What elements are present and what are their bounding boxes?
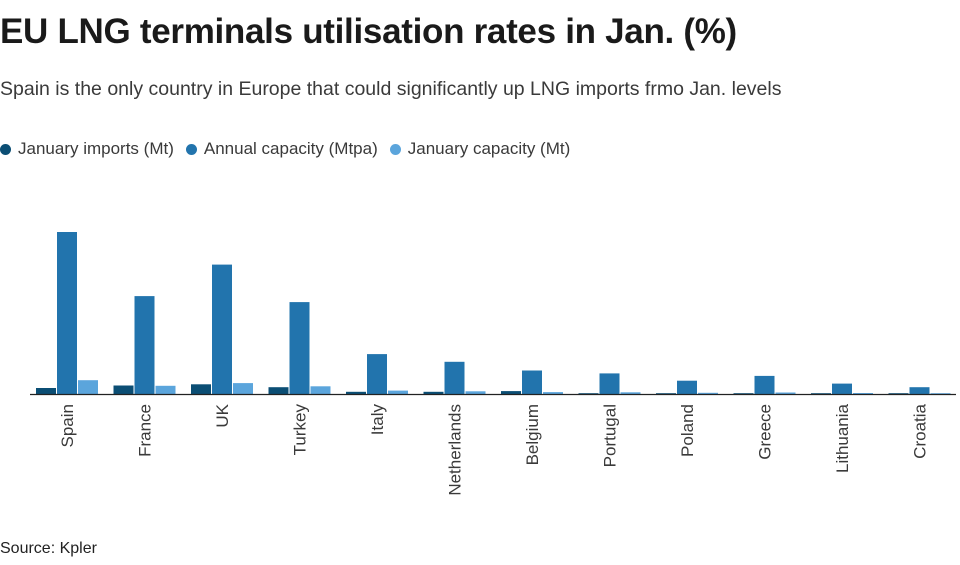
x-tick-label-netherlands: Netherlands	[446, 404, 465, 496]
bar-poland-january-imports-mt	[656, 393, 676, 394]
bar-poland-january-capacity-mt	[698, 392, 718, 394]
bar-uk-january-imports-mt	[191, 384, 211, 394]
bar-lithuania-january-imports-mt	[811, 393, 831, 394]
bars	[36, 232, 951, 394]
legend-label-january-imports: January imports (Mt)	[18, 139, 174, 158]
bar-belgium-january-capacity-mt	[543, 392, 563, 394]
bar-france-january-capacity-mt	[155, 385, 176, 394]
bar-uk-january-capacity-mt	[233, 383, 253, 394]
bar-poland-annual-capacity-mtpa	[677, 380, 697, 394]
x-tick-label-turkey: Turkey	[291, 404, 310, 456]
bar-italy-january-imports-mt	[346, 391, 366, 394]
bar-spain-january-imports-mt	[36, 388, 56, 394]
x-tick-label-italy: Italy	[368, 404, 387, 436]
bar-portugal-annual-capacity-mtpa	[599, 373, 620, 394]
x-tick-label-belgium: Belgium	[523, 404, 542, 465]
x-tick-label-poland: Poland	[678, 404, 697, 457]
bar-portugal-january-imports-mt	[578, 393, 599, 394]
bar-chart: Spain France UK Turkey Italy Netherlands Belgi…	[30, 232, 956, 496]
source-note: Source: Kpler	[0, 540, 97, 557]
bar-portugal-january-capacity-mt	[620, 392, 641, 394]
bar-belgium-annual-capacity-mtpa	[522, 370, 542, 394]
bar-lithuania-annual-capacity-mtpa	[832, 383, 852, 394]
bar-croatia-annual-capacity-mtpa	[909, 387, 930, 394]
legend-label-january-capacity: January capacity (Mt)	[407, 139, 571, 158]
chart-subtitle: Spain is the only country in Europe that…	[0, 78, 782, 100]
bar-turkey-annual-capacity-mtpa	[289, 302, 310, 394]
legend-label-annual-capacity: Annual capacity (Mtpa)	[203, 139, 378, 158]
bar-belgium-january-imports-mt	[501, 391, 521, 394]
bar-greece-january-imports-mt	[733, 393, 754, 394]
x-tick-label-spain: Spain	[58, 404, 77, 447]
bar-turkey-january-capacity-mt	[310, 386, 331, 394]
bar-lithuania-january-capacity-mt	[853, 393, 873, 394]
chart-legend: January imports (Mt) Annual capacity (Mt…	[0, 139, 582, 159]
bar-italy-annual-capacity-mtpa	[367, 354, 387, 394]
bar-croatia-january-capacity-mt	[930, 393, 951, 394]
legend-item-january-capacity: January capacity (Mt)	[389, 139, 571, 159]
legend-swatch-january-capacity	[389, 143, 401, 155]
legend-item-january-imports: January imports (Mt)	[0, 139, 174, 159]
x-tick-label-portugal: Portugal	[601, 404, 620, 467]
x-tick-label-uk: UK	[213, 403, 232, 427]
bar-italy-january-capacity-mt	[388, 390, 408, 394]
legend-swatch-annual-capacity	[185, 143, 197, 155]
bar-greece-january-capacity-mt	[775, 392, 796, 394]
bar-spain-annual-capacity-mtpa	[57, 232, 77, 394]
chart-title: EU LNG terminals utilisation rates in Ja…	[0, 12, 737, 51]
bar-greece-annual-capacity-mtpa	[754, 375, 775, 394]
bar-france-annual-capacity-mtpa	[134, 296, 155, 394]
x-tick-label-france: France	[136, 404, 155, 457]
x-tick-label-lithuania: Lithuania	[833, 403, 852, 473]
bar-netherlands-annual-capacity-mtpa	[444, 361, 465, 394]
legend-swatch-january-imports	[0, 143, 11, 155]
legend-item-annual-capacity: Annual capacity (Mtpa)	[185, 139, 378, 159]
bar-turkey-january-imports-mt	[268, 387, 289, 394]
x-tick-label-greece: Greece	[756, 404, 775, 460]
bar-france-january-imports-mt	[113, 385, 134, 394]
bar-netherlands-january-capacity-mt	[465, 391, 486, 394]
bar-netherlands-january-imports-mt	[423, 391, 444, 394]
bar-uk-annual-capacity-mtpa	[212, 264, 232, 394]
bar-spain-january-capacity-mt	[78, 380, 98, 394]
bar-croatia-january-imports-mt	[888, 393, 909, 394]
x-tick-label-croatia: Croatia	[911, 403, 930, 458]
